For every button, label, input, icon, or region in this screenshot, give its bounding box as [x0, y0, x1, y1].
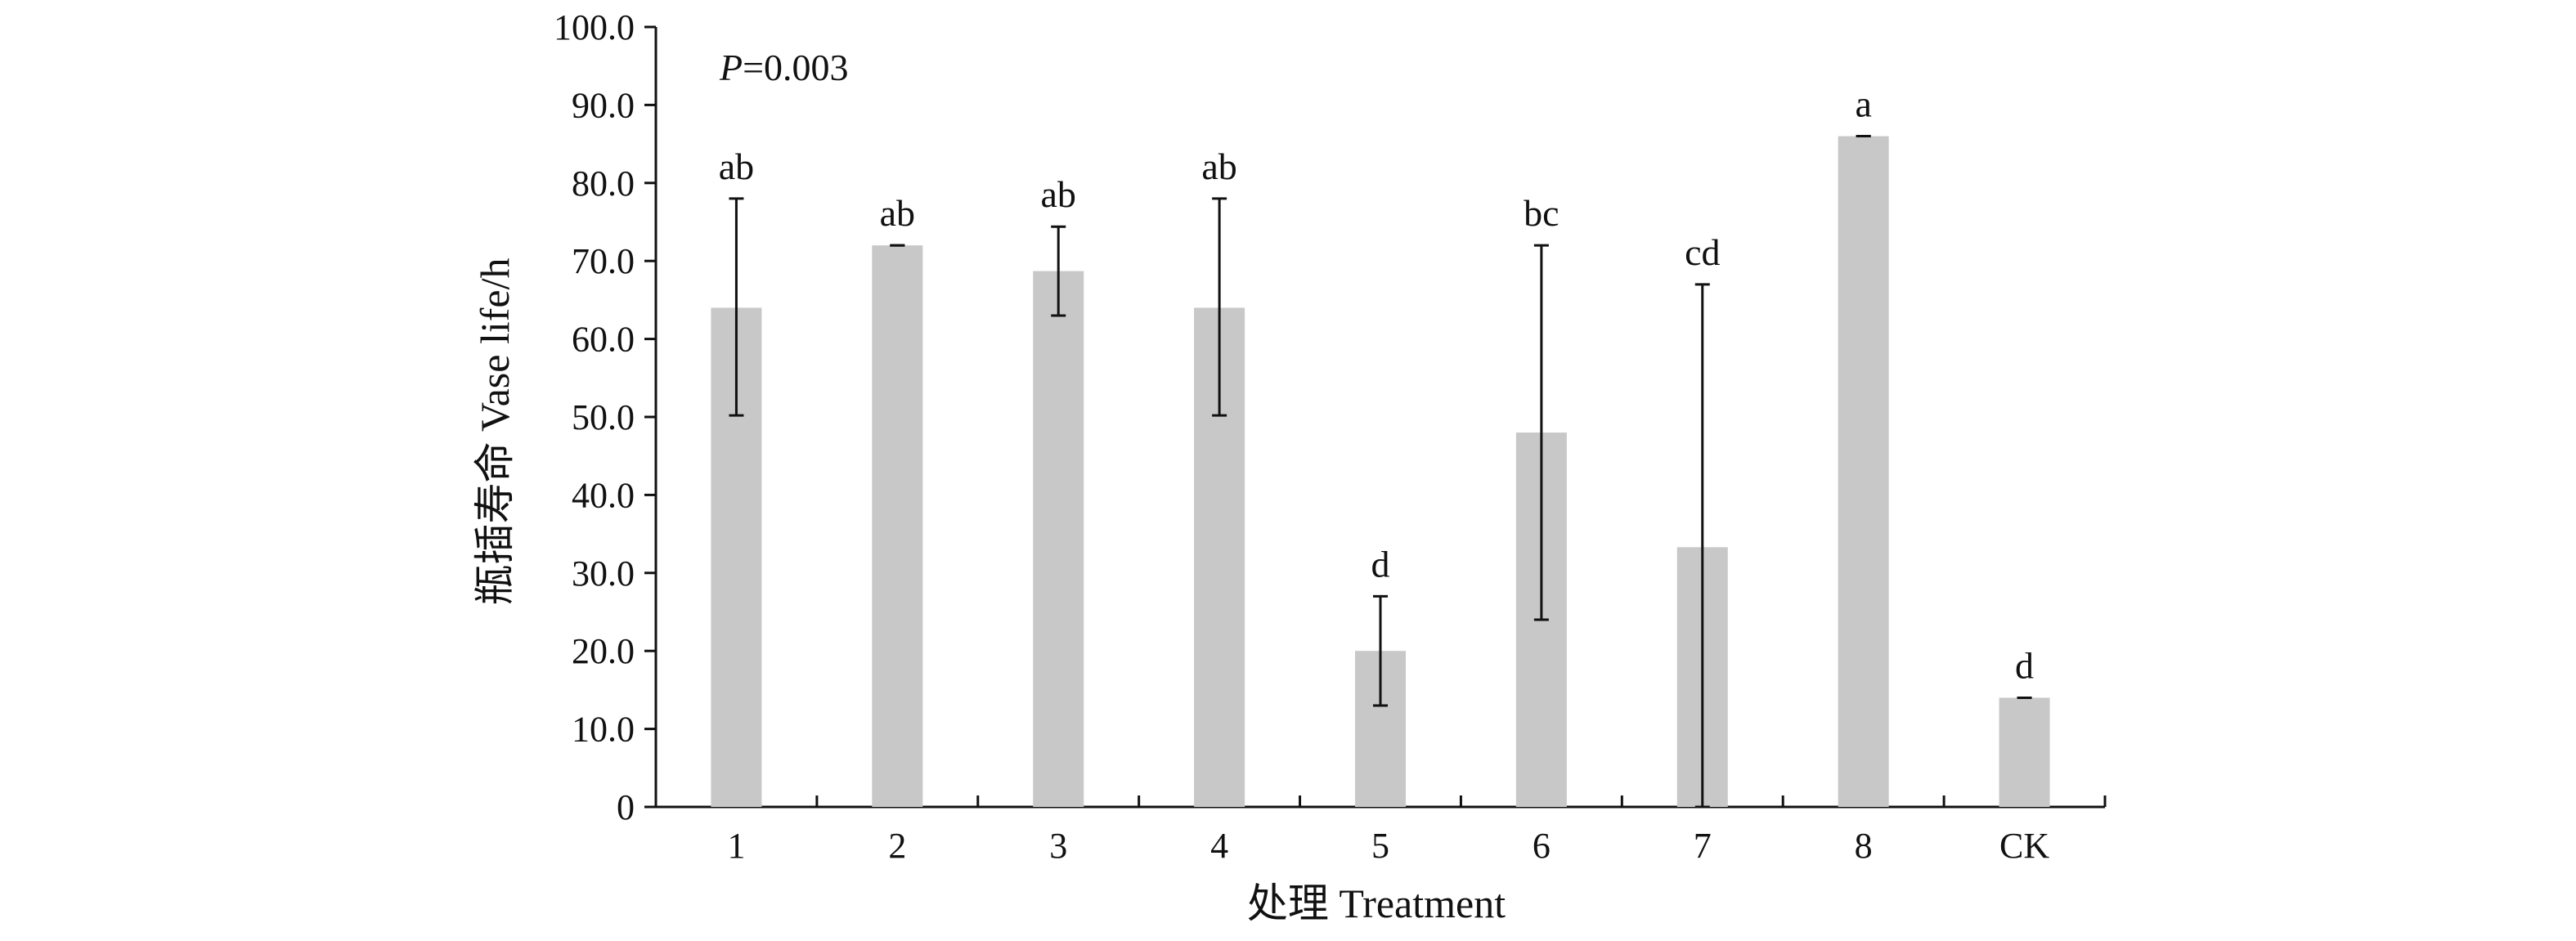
significance-label: d — [2015, 644, 2034, 686]
y-tick-label: 10.0 — [572, 710, 635, 750]
p-value-symbol: P — [719, 47, 743, 88]
error-bar-group — [729, 135, 2032, 809]
x-tick-label: 7 — [1694, 826, 1712, 866]
y-tick-label: 0 — [617, 787, 635, 827]
y-tick-label: 90.0 — [572, 85, 635, 125]
significance-label: ab — [880, 192, 915, 234]
x-axis-title: 处理 Treatment — [1247, 881, 1506, 926]
y-tick-label: 50.0 — [572, 397, 635, 437]
bar — [872, 245, 923, 807]
x-tick-label: 6 — [1533, 826, 1551, 866]
y-tick-label: 70.0 — [572, 241, 635, 281]
bar — [1033, 271, 1084, 807]
significance-label: ab — [719, 146, 754, 187]
bar — [1838, 136, 1889, 807]
significance-label: bc — [1524, 192, 1559, 234]
chart-axes: 0 10.0 20.0 30.0 40.0 50.0 60.0 70.0 80.0 90.0 100… — [554, 7, 2107, 866]
y-axis-title: 瓶插寿命 Vase life/h — [472, 258, 518, 606]
x-tick-label: 8 — [1855, 826, 1873, 866]
p-value-number: =0.003 — [743, 47, 848, 88]
significance-label: d — [1371, 543, 1390, 585]
x-tick-label: 4 — [1210, 826, 1228, 866]
y-tick-label: 40.0 — [572, 475, 635, 515]
x-tick-label: CK — [1999, 826, 2049, 866]
p-value-annotation: P=0.003 — [719, 47, 849, 88]
significance-label: ab — [1201, 146, 1236, 187]
significance-label: ab — [1041, 173, 1076, 215]
significance-label-group: ab ab ab ab d bc cd a d — [719, 83, 2034, 687]
y-tick-label: 20.0 — [572, 631, 635, 671]
bar — [1999, 697, 2050, 807]
y-tick-label: 60.0 — [572, 320, 635, 360]
x-tick-label: 2 — [888, 826, 906, 866]
y-tick-label: 30.0 — [572, 553, 635, 594]
significance-label: cd — [1685, 231, 1720, 273]
significance-label: a — [1855, 83, 1871, 125]
x-tick-label: 1 — [727, 826, 745, 866]
x-tick-label: 3 — [1049, 826, 1067, 866]
y-tick-label: 80.0 — [572, 164, 635, 204]
y-tick-label: 100.0 — [554, 7, 635, 47]
x-tick-label: 5 — [1371, 826, 1389, 866]
